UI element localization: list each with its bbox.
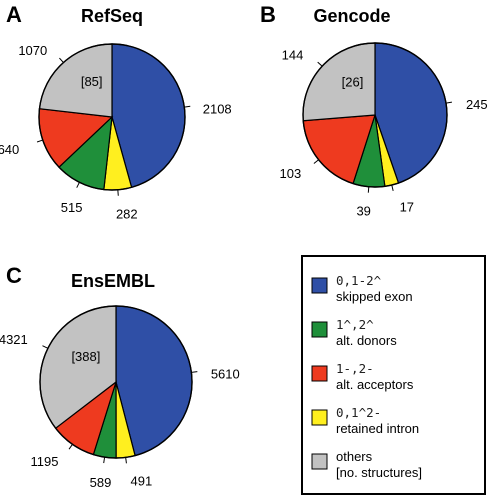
slice-value-label: 103 [280,166,302,181]
pie-outline [38,43,186,191]
slice-tick [391,184,394,191]
slice-value-label: 144 [282,47,304,62]
legend-code: 0,1-2^ [336,273,382,288]
slice-tick [445,101,453,104]
slice-value-label: 4321 [0,332,28,347]
others-structures-label: [26] [342,75,364,90]
legend-label: retained intron [336,421,419,436]
legend-label-secondary: [no. structures] [336,465,422,480]
legend: 0,1-2^skipped exon 1^,2^alt. donors 1-,2-a… [301,255,486,495]
slice-value-label: 640 [0,142,19,157]
legend-swatch-alt-donors [311,321,328,338]
slice-value-label: 589 [90,475,112,490]
legend-swatch-retained-intron [311,409,328,426]
slice-tick [68,444,73,450]
legend-swatch-skipped-exon [311,277,328,294]
slice-value-label: 5610 [211,367,240,382]
slice-tick [191,371,198,373]
slice-tick [184,105,191,108]
slice-tick [103,457,106,464]
legend-frame [301,255,486,495]
panel-title-ensembl: EnsEMBL [71,271,155,291]
legend-code: 1-,2- [336,361,374,376]
slice-tick [36,139,43,143]
pie-ensembl: 5610 491 589 1195 4321 [388] [0,305,240,490]
panel-title-gencode: Gencode [313,6,390,26]
pie-outline [302,42,448,188]
slice-value-label: 515 [61,200,83,215]
legend-swatch-others [311,453,328,470]
slice-value-label: 282 [116,207,138,222]
panel-letter-b: B [260,2,276,27]
legend-label: alt. acceptors [336,377,414,392]
slice-value-label: 491 [131,473,153,488]
slice-value-label: 245 [466,97,488,112]
legend-swatch-alt-acceptors [311,365,328,382]
slice-value-label: 2108 [203,101,232,116]
slice-value-label: 17 [400,200,414,215]
slice-tick [76,182,80,188]
legend-label: skipped exon [336,289,413,304]
legend-code: 0,1^2- [336,405,381,420]
legend-label: others [336,449,373,464]
slice-tick [42,345,49,349]
others-structures-label: [388] [71,349,100,364]
slice-tick [367,186,370,193]
pie-outline [39,305,193,459]
pie-slice-others [302,42,376,122]
legend-label: alt. donors [336,333,397,348]
pie-gencode: 245 17 39 103 144 [26] [280,42,488,219]
slice-tick [125,457,127,464]
legend-code: 1^,2^ [336,317,374,332]
slice-value-label: 1070 [18,43,47,58]
panel-letter-a: A [6,2,22,27]
panel-letter-c: C [6,263,22,288]
slice-tick [59,57,64,63]
others-structures-label: [85] [81,74,103,89]
pie-refseq: 2108 282 515 640 1070 [85] [0,43,232,222]
panel-title-refseq: RefSeq [81,6,143,26]
slice-tick [317,61,323,67]
slice-value-label: 1195 [31,454,59,469]
slice-value-label: 39 [356,204,370,219]
slice-tick [313,159,319,164]
